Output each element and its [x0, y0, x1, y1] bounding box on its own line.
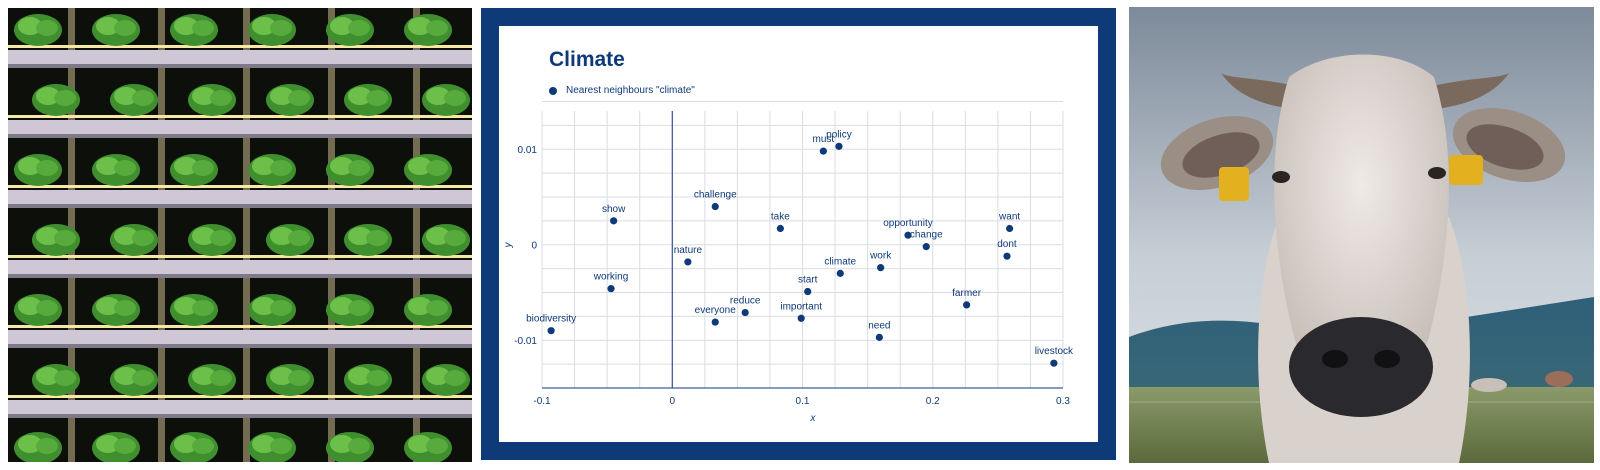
point-marker: [797, 314, 805, 322]
data-point-need: need: [868, 320, 890, 341]
data-point-policy: policy: [826, 129, 852, 150]
point-label: start: [798, 275, 818, 286]
point-label: challenge: [694, 190, 737, 201]
point-marker: [711, 202, 719, 211]
x-tick-label: 0.3: [1056, 396, 1070, 407]
data-point-take: take: [771, 211, 790, 233]
point-label: must: [813, 134, 835, 145]
point-label: important: [780, 301, 822, 312]
legend-marker: [549, 86, 557, 95]
point-marker: [776, 224, 784, 233]
data-point-farmer: farmer: [952, 288, 982, 309]
data-point-must: must: [813, 134, 835, 155]
point-label: everyone: [695, 305, 737, 316]
point-label: climate: [824, 256, 856, 267]
data-point-work: work: [869, 251, 892, 272]
point-label: show: [602, 204, 626, 215]
data-point-important: important: [780, 301, 822, 322]
point-marker: [547, 327, 555, 335]
y-tick-label: 0.01: [518, 145, 538, 156]
data-point-challenge: challenge: [694, 190, 737, 211]
point-label: farmer: [952, 288, 982, 299]
point-marker: [922, 243, 930, 251]
chart-legend: Nearest neighbours "climate": [549, 85, 695, 96]
point-marker: [875, 333, 883, 341]
tick-labels: -0.1 0 0.1 0.2 0.3 -0.01 0 0.01: [514, 145, 1070, 407]
point-marker: [877, 264, 885, 272]
point-label: reduce: [730, 296, 761, 307]
data-point-opportunity: opportunity: [883, 218, 933, 239]
data-point-livestock: livestock: [1035, 346, 1074, 367]
point-label: livestock: [1035, 346, 1074, 357]
x-axis-label: x: [810, 413, 817, 424]
chart-card: Climate Nearest neighbours "climate" -0.…: [499, 26, 1098, 442]
point-marker: [1005, 224, 1014, 233]
data-point-reduce: reduce: [730, 296, 761, 317]
point-marker: [1050, 359, 1058, 367]
point-marker: [684, 258, 692, 266]
point-marker: [904, 231, 912, 239]
chart-title: Climate: [549, 48, 625, 71]
point-label: need: [868, 320, 890, 331]
point-marker: [819, 147, 827, 155]
cow-photo: [1129, 7, 1594, 463]
cow-illustration: [1129, 7, 1594, 463]
point-label: opportunity: [883, 218, 932, 229]
ear-tag-left: [1219, 167, 1249, 201]
point-label: take: [771, 211, 790, 222]
point-label: work: [869, 251, 892, 262]
data-point-working: working: [593, 272, 628, 293]
point-marker: [836, 269, 844, 277]
scatter-plot: -0.1 0 0.1 0.2 0.3 -0.01 0 0.01 biodiversity wor…: [503, 100, 1074, 424]
legend-label: Nearest neighbours "climate": [566, 85, 695, 96]
vertical-farm-photo: [8, 8, 472, 462]
point-marker: [610, 217, 618, 225]
point-label: working: [593, 272, 628, 283]
y-axis-label: y: [503, 242, 514, 249]
point-label: dont: [997, 239, 1017, 250]
x-tick-label: -0.1: [533, 396, 551, 407]
point-marker: [607, 285, 615, 293]
point-label: policy: [826, 129, 852, 140]
y-tick-label: -0.01: [514, 336, 537, 347]
grid-lines: [541, 100, 1064, 389]
point-label: want: [998, 211, 1020, 222]
x-tick-label: 0.1: [796, 396, 810, 407]
axes: [542, 111, 1063, 389]
data-point-show: show: [602, 204, 626, 225]
chart-frame: Climate Nearest neighbours "climate" -0.…: [481, 8, 1116, 460]
point-marker: [741, 308, 749, 317]
point-marker: [804, 287, 812, 296]
data-point-everyone: everyone: [695, 305, 737, 326]
data-point-change: change: [910, 230, 943, 251]
point-marker: [835, 142, 843, 150]
data-point-nature: nature: [674, 245, 703, 266]
point-marker: [963, 301, 971, 309]
point-marker: [1003, 252, 1011, 260]
data-point-start: start: [798, 275, 818, 296]
point-label: nature: [674, 245, 703, 256]
y-tick-label: 0: [531, 241, 537, 252]
point-marker: [711, 318, 719, 326]
point-label: change: [910, 230, 943, 241]
data-point-climate: climate: [824, 256, 857, 277]
data-points: biodiversity working show nature challenge ev…: [526, 129, 1074, 367]
x-tick-label: 0: [669, 396, 675, 407]
x-tick-label: 0.2: [926, 396, 940, 407]
ear-tag-right: [1449, 155, 1483, 185]
vertical-farm-illustration: [8, 8, 472, 462]
data-point-biodiversity: biodiversity: [526, 314, 576, 335]
point-label: biodiversity: [526, 314, 576, 325]
data-point-want: want: [998, 211, 1020, 233]
data-point-dont: dont: [997, 239, 1017, 260]
